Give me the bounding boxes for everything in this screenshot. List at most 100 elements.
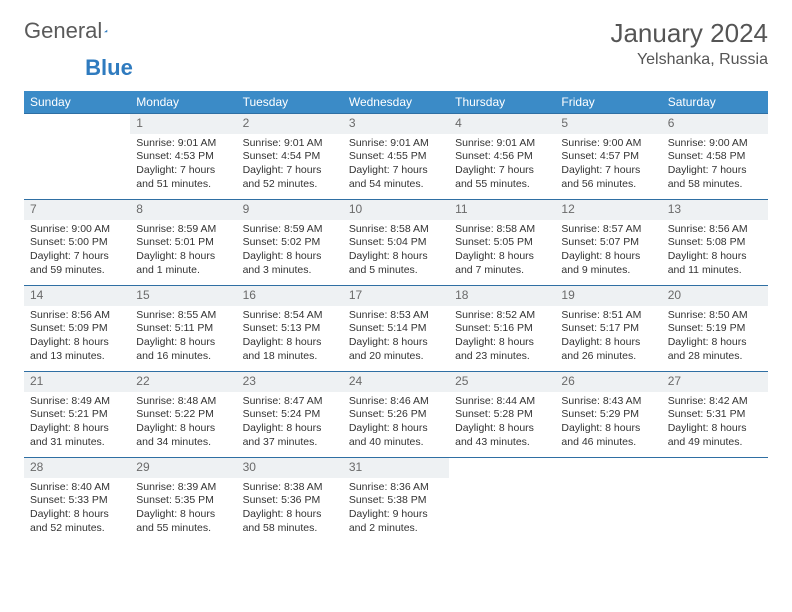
calendar-cell: 15Sunrise: 8:55 AMSunset: 5:11 PMDayligh… (130, 286, 236, 372)
cell-line: Sunset: 5:04 PM (349, 236, 443, 250)
calendar-cell: 2Sunrise: 9:01 AMSunset: 4:54 PMDaylight… (237, 114, 343, 200)
cell-line: Daylight: 8 hours and 11 minutes. (668, 250, 762, 277)
month-title: January 2024 (610, 18, 768, 49)
cell-line: Daylight: 8 hours and 37 minutes. (243, 422, 337, 449)
calendar-row: 1Sunrise: 9:01 AMSunset: 4:53 PMDaylight… (24, 114, 768, 200)
calendar-cell: 3Sunrise: 9:01 AMSunset: 4:55 PMDaylight… (343, 114, 449, 200)
cell-line: Sunrise: 9:00 AM (561, 137, 655, 151)
calendar-cell: 9Sunrise: 8:59 AMSunset: 5:02 PMDaylight… (237, 200, 343, 286)
calendar-cell: 6Sunrise: 9:00 AMSunset: 4:58 PMDaylight… (662, 114, 768, 200)
cell-line: Daylight: 8 hours and 5 minutes. (349, 250, 443, 277)
day-number: 5 (555, 114, 661, 134)
day-number: 4 (449, 114, 555, 134)
cell-line: Daylight: 8 hours and 49 minutes. (668, 422, 762, 449)
cell-line: Sunset: 5:01 PM (136, 236, 230, 250)
cell-line: Sunset: 5:08 PM (668, 236, 762, 250)
cell-line: Sunset: 5:17 PM (561, 322, 655, 336)
cell-line: Sunrise: 8:43 AM (561, 395, 655, 409)
logo: General (24, 18, 126, 44)
cell-line: Sunset: 5:16 PM (455, 322, 549, 336)
calendar-cell (24, 114, 130, 200)
cell-line: Sunset: 5:13 PM (243, 322, 337, 336)
cell-line: Sunset: 4:54 PM (243, 150, 337, 164)
cell-line: Sunrise: 8:56 AM (30, 309, 124, 323)
day-number: 8 (130, 200, 236, 220)
cell-line: Daylight: 8 hours and 1 minute. (136, 250, 230, 277)
day-number: 14 (24, 286, 130, 306)
calendar-head: Sunday Monday Tuesday Wednesday Thursday… (24, 91, 768, 114)
day-number: 10 (343, 200, 449, 220)
day-number: 12 (555, 200, 661, 220)
calendar-row: 7 Sunrise: 9:00 AMSunset: 5:00 PM Daylight… (24, 200, 768, 286)
calendar-row: 14Sunrise: 8:56 AMSunset: 5:09 PMDayligh… (24, 286, 768, 372)
cell-line: Sunset: 5:26 PM (349, 408, 443, 422)
cell-line: Sunset: 5:05 PM (455, 236, 549, 250)
day-number: 20 (662, 286, 768, 306)
cell-line: Sunrise: 9:00 AM (668, 137, 762, 151)
cell-line: Sunrise: 8:47 AM (243, 395, 337, 409)
calendar-cell: 22 Sunrise: 8:48 AMSunset: 5:22 PMDayligh… (130, 372, 236, 458)
cell-line: Daylight: 8 hours and 34 minutes. (136, 422, 230, 449)
cell-line: Sunrise: 8:58 AM (455, 223, 549, 237)
cell-line: Daylight: 8 hours and 23 minutes. (455, 336, 549, 363)
cell-line: Sunrise: 8:38 AM (243, 481, 337, 495)
cell-line: Daylight: 8 hours and 26 minutes. (561, 336, 655, 363)
day-number: 3 (343, 114, 449, 134)
cell-line: Daylight: 8 hours and 55 minutes. (136, 508, 230, 535)
calendar-cell: 27Sunrise: 8:42 AMSunset: 5:31 PMDayligh… (662, 372, 768, 458)
cell-line: Daylight: 8 hours and 7 minutes. (455, 250, 549, 277)
calendar-row: 28Sunrise: 8:40 AMSunset: 5:33 PMDayligh… (24, 458, 768, 544)
calendar-cell (555, 458, 661, 544)
cell-line: Sunset: 5:22 PM (136, 408, 230, 422)
cell-line: Sunset: 4:57 PM (561, 150, 655, 164)
cell-line: Sunrise: 8:46 AM (349, 395, 443, 409)
calendar-cell (662, 458, 768, 544)
cell-line: Sunrise: 9:01 AM (455, 137, 549, 151)
weekday-header: Wednesday (343, 91, 449, 114)
weekday-header: Tuesday (237, 91, 343, 114)
cell-line: Daylight: 8 hours and 58 minutes. (243, 508, 337, 535)
day-number: 9 (237, 200, 343, 220)
cell-line: Sunrise: 8:49 AM (30, 395, 124, 409)
logo-text-general: General (24, 18, 102, 44)
cell-line: Sunset: 5:00 PM (30, 236, 124, 250)
cell-line: Daylight: 8 hours and 40 minutes. (349, 422, 443, 449)
cell-line: Sunset: 5:36 PM (243, 494, 337, 508)
calendar-cell: 25Sunrise: 8:44 AMSunset: 5:28 PMDayligh… (449, 372, 555, 458)
calendar-cell: 29Sunrise: 8:39 AMSunset: 5:35 PMDayligh… (130, 458, 236, 544)
day-number: 7 (24, 200, 130, 220)
cell-line: Daylight: 7 hours and 52 minutes. (243, 164, 337, 191)
calendar-cell: 24Sunrise: 8:46 AMSunset: 5:26 PMDayligh… (343, 372, 449, 458)
cell-line: Sunset: 5:19 PM (668, 322, 762, 336)
cell-line: Sunrise: 8:36 AM (349, 481, 443, 495)
day-number: 17 (343, 286, 449, 306)
calendar-cell: 5Sunrise: 9:00 AMSunset: 4:57 PMDaylight… (555, 114, 661, 200)
cell-line: Daylight: 8 hours and 9 minutes. (561, 250, 655, 277)
cell-line: Daylight: 8 hours and 20 minutes. (349, 336, 443, 363)
weekday-header: Friday (555, 91, 661, 114)
cell-line: Daylight: 8 hours and 31 minutes. (30, 422, 124, 449)
cell-line: Sunrise: 8:58 AM (349, 223, 443, 237)
cell-line: Sunrise: 8:59 AM (243, 223, 337, 237)
cell-line: Sunrise: 8:40 AM (30, 481, 124, 495)
cell-line: Sunrise: 9:00 AM (30, 223, 124, 237)
cell-line: Sunrise: 8:48 AM (136, 395, 230, 409)
calendar-body: 1Sunrise: 9:01 AMSunset: 4:53 PMDaylight… (24, 114, 768, 544)
cell-line: Sunset: 5:21 PM (30, 408, 124, 422)
cell-line: Sunrise: 8:44 AM (455, 395, 549, 409)
calendar-cell: 17Sunrise: 8:53 AMSunset: 5:14 PMDayligh… (343, 286, 449, 372)
cell-line: Sunset: 5:29 PM (561, 408, 655, 422)
cell-line: Daylight: 8 hours and 46 minutes. (561, 422, 655, 449)
day-number: 22 (130, 372, 236, 392)
calendar-cell: 4Sunrise: 9:01 AMSunset: 4:56 PMDaylight… (449, 114, 555, 200)
calendar-cell: 12Sunrise: 8:57 AMSunset: 5:07 PMDayligh… (555, 200, 661, 286)
cell-line: Sunset: 5:11 PM (136, 322, 230, 336)
day-number: 27 (662, 372, 768, 392)
cell-line: Sunrise: 8:59 AM (136, 223, 230, 237)
cell-line: Sunset: 5:28 PM (455, 408, 549, 422)
day-number: 26 (555, 372, 661, 392)
calendar-cell: 30Sunrise: 8:38 AMSunset: 5:36 PMDayligh… (237, 458, 343, 544)
cell-line: Sunset: 5:33 PM (30, 494, 124, 508)
day-number: 16 (237, 286, 343, 306)
calendar-cell: 14Sunrise: 8:56 AMSunset: 5:09 PMDayligh… (24, 286, 130, 372)
